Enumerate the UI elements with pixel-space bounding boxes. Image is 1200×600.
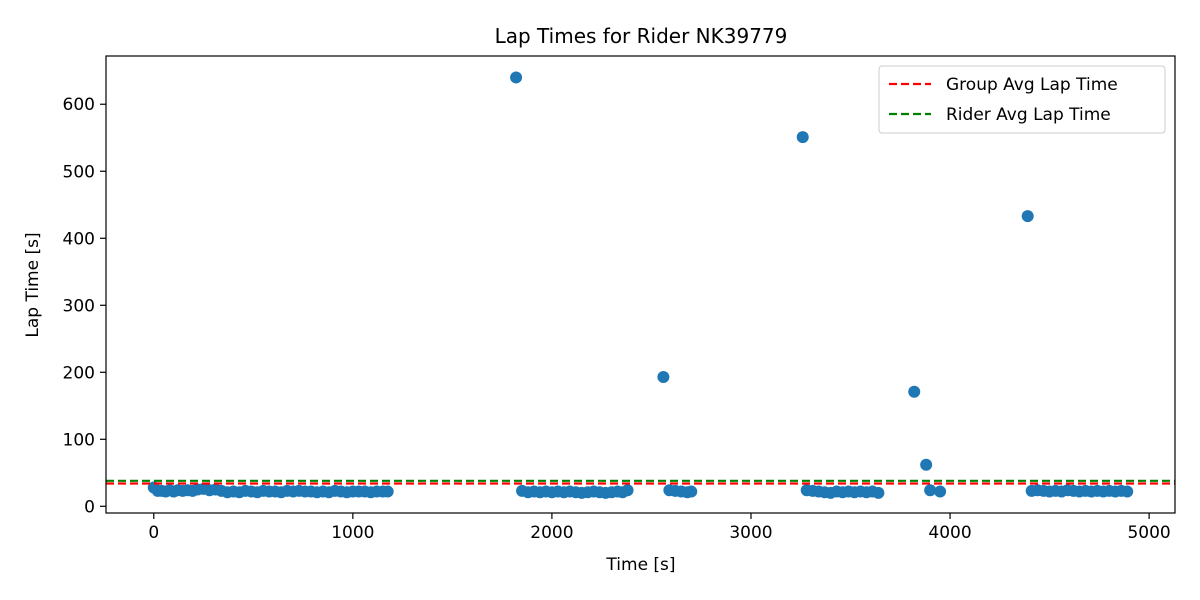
y-tick-label: 600 bbox=[63, 95, 95, 115]
y-tick-label: 300 bbox=[63, 296, 95, 316]
chart-title: Lap Times for Rider NK39779 bbox=[495, 24, 788, 48]
data-point bbox=[796, 131, 809, 144]
data-point bbox=[920, 458, 933, 471]
x-tick-label: 0 bbox=[148, 523, 159, 543]
data-point bbox=[924, 484, 937, 497]
data-point bbox=[934, 485, 947, 498]
y-tick-label: 0 bbox=[84, 497, 95, 517]
y-tick-label: 500 bbox=[63, 162, 95, 182]
data-point bbox=[1021, 210, 1034, 223]
x-tick-label: 2000 bbox=[530, 523, 573, 543]
x-tick-label: 3000 bbox=[729, 523, 772, 543]
y-tick-label: 400 bbox=[63, 229, 95, 249]
data-point bbox=[1121, 485, 1134, 498]
data-point bbox=[621, 484, 634, 497]
x-tick-label: 1000 bbox=[331, 523, 374, 543]
legend: Group Avg Lap Time Rider Avg Lap Time bbox=[878, 65, 1166, 134]
x-axis: 0 1000 2000 3000 4000 5000 bbox=[148, 513, 1171, 543]
x-tick-label: 4000 bbox=[928, 523, 971, 543]
data-point bbox=[510, 71, 523, 84]
legend-box bbox=[878, 65, 1166, 134]
data-point bbox=[908, 385, 921, 398]
y-tick-label: 200 bbox=[63, 363, 95, 383]
x-axis-label: Time [s] bbox=[605, 555, 675, 575]
data-point bbox=[685, 485, 698, 498]
y-axis-label: Lap Time [s] bbox=[23, 232, 43, 337]
y-axis: 0 100 200 300 400 500 600 bbox=[63, 95, 106, 517]
data-point bbox=[872, 486, 885, 499]
legend-label-group-avg: Group Avg Lap Time bbox=[946, 75, 1118, 95]
plot-frame bbox=[105, 55, 1176, 514]
data-point bbox=[381, 485, 394, 498]
plot-area bbox=[106, 71, 1175, 499]
data-point bbox=[657, 370, 670, 383]
legend-label-rider-avg: Rider Avg Lap Time bbox=[946, 105, 1111, 125]
x-tick-label: 5000 bbox=[1127, 523, 1170, 543]
y-tick-label: 100 bbox=[63, 430, 95, 450]
